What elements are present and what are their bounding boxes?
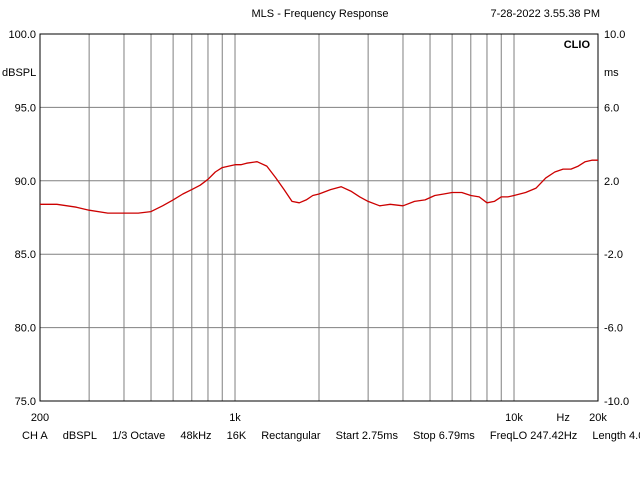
stop-label: Stop 6.79ms bbox=[413, 430, 475, 442]
size-label: 16K bbox=[226, 430, 247, 442]
x-tick-label: 10k bbox=[505, 412, 523, 424]
y-axis-label: dBSPL bbox=[2, 67, 36, 79]
x-axis-ticks: 200 1k 10k Hz 20k bbox=[31, 412, 608, 424]
y2-axis-ticks: 10.0 6.0 2.0 -2.0 -6.0 -10.0 bbox=[604, 29, 629, 408]
x-tick-label: 20k bbox=[589, 412, 607, 424]
y-tick-label: 95.0 bbox=[15, 102, 36, 114]
smoothing-label: 1/3 Octave bbox=[112, 430, 166, 442]
y2-axis-label: ms bbox=[604, 67, 619, 79]
start-label: Start 2.75ms bbox=[335, 430, 398, 442]
sample-rate-label: 48kHz bbox=[180, 430, 212, 442]
y-tick-label: 85.0 bbox=[15, 249, 36, 261]
x-tick-label: 200 bbox=[31, 412, 49, 424]
chart-title: MLS - Frequency Response bbox=[252, 8, 389, 20]
y2-tick-label: 10.0 bbox=[604, 29, 625, 41]
timestamp: 7-28-2022 3.55.38 PM bbox=[491, 8, 600, 20]
clio-brand: CLIO bbox=[564, 39, 591, 51]
grid bbox=[40, 34, 598, 401]
y-tick-label: 80.0 bbox=[15, 323, 36, 335]
freqlo-label: FreqLO 247.42Hz bbox=[489, 430, 578, 442]
length-label: Length 4.04ms bbox=[592, 430, 640, 442]
channel-label: CH A bbox=[22, 430, 48, 442]
plot-frame bbox=[39, 33, 599, 402]
window-label: Rectangular bbox=[261, 430, 321, 442]
y2-tick-label: 6.0 bbox=[604, 102, 619, 114]
y2-tick-label: 2.0 bbox=[604, 176, 619, 188]
y2-tick-label: -10.0 bbox=[604, 396, 629, 408]
y2-tick-label: -2.0 bbox=[604, 249, 623, 261]
y-tick-label: 90.0 bbox=[15, 176, 36, 188]
x-tick-label: 1k bbox=[229, 412, 241, 424]
measurement-info-bar: CH A dBSPL 1/3 Octave 48kHz 16K Rectangu… bbox=[22, 430, 640, 442]
y-tick-label: 100.0 bbox=[8, 29, 36, 41]
y-axis-ticks: 100.0 95.0 90.0 85.0 80.0 75.0 bbox=[8, 29, 36, 408]
y-tick-label: 75.0 bbox=[15, 396, 36, 408]
series-line bbox=[40, 159, 598, 214]
y2-tick-label: -6.0 bbox=[604, 323, 623, 335]
unit-label: dBSPL bbox=[62, 430, 97, 442]
x-tick-label: Hz bbox=[556, 412, 569, 424]
series-group bbox=[40, 159, 598, 214]
